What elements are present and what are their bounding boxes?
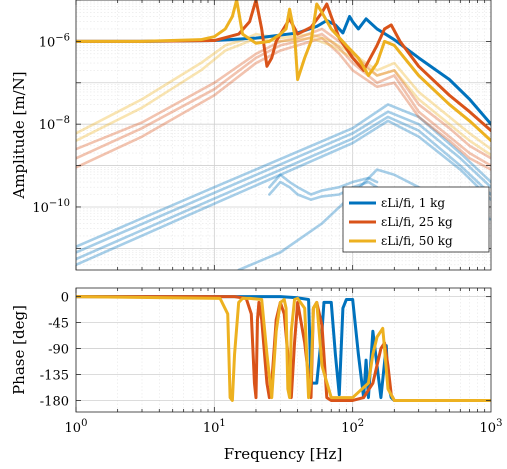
- phase-panel: 0 -45 -90 -135 -180 100 101 102 103 Phase [deg]…: [10, 287, 503, 463]
- phase-curves: [76, 295, 491, 402]
- amplitude-ticks: [75, 0, 491, 270]
- faint-transfer-curve: [76, 103, 491, 248]
- amplitude-grid: [75, 0, 491, 271]
- phase-series-line: [76, 295, 491, 402]
- x-tick-label: 101: [203, 418, 226, 436]
- legend-entry-50kg: εLi/fi, 50 kg: [381, 234, 453, 248]
- y-tick-label: -45: [48, 317, 69, 332]
- y-tick-label: 10−10: [32, 198, 70, 216]
- phase-grid: [75, 288, 491, 412]
- y-tick-label: -180: [40, 394, 69, 409]
- x-axis-label: Frequency [Hz]: [224, 445, 343, 463]
- x-tick-label: 100: [65, 418, 88, 436]
- faint-transfer-curve: [76, 110, 491, 254]
- y-tick-label: -90: [48, 343, 69, 358]
- y-tick-label: 0: [61, 291, 69, 306]
- faint-transfer-curve: [76, 32, 491, 151]
- faint-transfer-curve: [76, 115, 491, 261]
- faint-transfer-curve: [76, 32, 491, 167]
- phase-series-line: [76, 295, 491, 402]
- amplitude-y-axis-label: Amplitude [m/N]: [10, 71, 28, 199]
- faint-transfer-curve: [268, 173, 379, 196]
- y-tick-label: -135: [40, 369, 69, 384]
- y-tick-label: 10−8: [39, 115, 70, 133]
- x-tick-label: 102: [341, 418, 364, 436]
- amplitude-axes-box: [75, 0, 492, 271]
- amplitude-main-curves: [76, 0, 491, 143]
- phase-y-axis-label: Phase [deg]: [10, 305, 28, 395]
- faint-transfer-curve: [76, 36, 491, 171]
- faint-transfer-curve: [76, 27, 491, 160]
- phase-x-tick-labels: 100 101 102 103: [65, 418, 503, 436]
- faint-transfer-curve: [76, 36, 491, 157]
- amplitude-series-line: [76, 14, 491, 126]
- amplitude-series-line: [76, 0, 491, 143]
- x-tick-label: 103: [480, 418, 503, 436]
- amplitude-panel: 10−6 10−8 10−10 Amplitude [m/N] εLi/fi, 1 …: [10, 0, 492, 271]
- y-tick-label: 10−6: [39, 32, 70, 50]
- amplitude-y-tick-labels: 10−6 10−8 10−10: [32, 32, 70, 216]
- legend: εLi/fi, 1 kg εLi/fi, 25 kg εLi/fi, 50 kg: [342, 186, 490, 253]
- legend-entry-25kg: εLi/fi, 25 kg: [381, 215, 453, 229]
- amplitude-faint-curves: [76, 27, 491, 270]
- faint-transfer-curve: [268, 180, 379, 201]
- faint-transfer-curve: [76, 119, 491, 267]
- amplitude-series-line: [76, 0, 491, 133]
- phase-ticks: [75, 288, 491, 412]
- phase-y-tick-labels: 0 -45 -90 -135 -180: [40, 291, 69, 410]
- legend-entry-1kg: εLi/fi, 1 kg: [381, 196, 445, 210]
- phase-axes-box: [75, 287, 492, 413]
